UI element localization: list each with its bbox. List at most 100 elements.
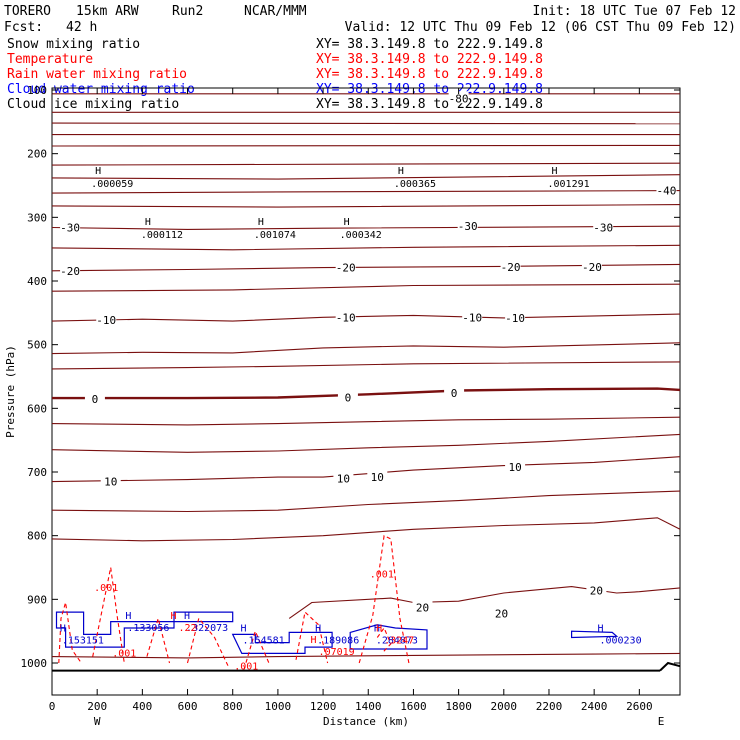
rain-max-value: .3247	[384, 636, 414, 647]
header-init: Init: 18 UTC Tue 07 Feb 12	[533, 4, 737, 19]
x-tick-label: 2000	[491, 700, 518, 713]
terrain-line	[659, 661, 681, 672]
temperature-contour	[51, 456, 681, 483]
legend-field-xy: XY= 38.3.149.8 to 222.9.149.8	[316, 97, 543, 112]
y-tick-label: 300	[27, 211, 47, 224]
header-run: Run2	[172, 4, 203, 19]
y-tick-label: 500	[27, 339, 47, 352]
contour-label: -30	[593, 222, 613, 235]
contour-label: -20	[582, 261, 602, 274]
temperature-contour	[51, 433, 681, 453]
cloud-water-max-h: H	[597, 624, 603, 635]
rain-contour-label: .001	[234, 661, 258, 672]
temperature-contour	[51, 162, 681, 166]
contour-label-bg	[586, 583, 607, 596]
contour-label: 20	[590, 584, 603, 597]
contour-label-bg	[457, 219, 478, 232]
rain-contour	[186, 617, 229, 667]
y-tick-label: 600	[27, 402, 47, 415]
x-end-label-east: E	[658, 715, 665, 728]
axes: 0 200 400 600 800 1000 1200 1400 1600 1800 2000 220…	[4, 84, 680, 728]
cloud-water-contour	[231, 631, 333, 655]
legend-field-xy: XY= 38.3.149.8 to 222.9.149.8	[316, 82, 543, 97]
contour-label: 10	[337, 472, 350, 485]
snow-max-value: .000365	[394, 179, 436, 190]
contour-label-bg	[491, 606, 512, 619]
legend-field-name: Snow mixing ratio	[7, 37, 140, 52]
contour-label-bg	[100, 474, 121, 487]
temperature-contour	[51, 122, 681, 125]
contour-label: -30	[458, 220, 478, 233]
x-tick-label: 2600	[626, 700, 653, 713]
rain-contour	[376, 626, 392, 654]
snow-max-h: H	[398, 166, 404, 177]
temperature-contour	[51, 361, 681, 370]
temperature-contour	[288, 586, 681, 619]
contour-label-bg	[84, 391, 105, 404]
header-valid: Valid: 12 UTC Thu 09 Feb 12 (06 CST Thu …	[345, 20, 736, 35]
legend-field-xy: XY= 38.3.149.8 to 222.9.149.8	[316, 67, 543, 82]
contour-label: -10	[336, 311, 356, 324]
contour-label-bg	[593, 220, 614, 233]
snow-max-h: H	[344, 217, 350, 228]
rain-contour-label: .001	[112, 649, 136, 660]
temperature-contour	[51, 313, 681, 322]
contour-label-bg	[656, 183, 677, 196]
cloud-water-max-value: .133056	[127, 623, 169, 634]
x-tick-label: 0	[49, 700, 56, 713]
cloud-water-max-h: H	[60, 624, 66, 635]
cloud-water-max-h: H	[374, 624, 380, 635]
cloud-water-max-value: .322073	[186, 623, 228, 634]
x-tick-label: 600	[178, 700, 198, 713]
contour-label: 10	[371, 471, 384, 484]
rain-contour	[58, 602, 82, 664]
cloud-water-max-h: H	[241, 624, 247, 635]
cloud-water-max-value: .284873	[376, 636, 418, 647]
snow-max-value: .000059	[91, 179, 133, 190]
contour-label-bg	[367, 470, 388, 483]
temperature-contour	[51, 244, 681, 251]
header-fcst-value: 42 h	[66, 20, 97, 35]
contour-label: -40	[657, 185, 677, 198]
cloud-water-max-h: H	[125, 611, 131, 622]
x-tick-label: 800	[223, 700, 243, 713]
rain-max-h: H	[311, 635, 317, 646]
y-tick-label: 400	[27, 275, 47, 288]
x-end-label-west: W	[94, 715, 101, 728]
rain-max-value: .22	[179, 623, 197, 634]
snow-max-value: .000112	[141, 230, 183, 241]
contour-label-bg	[96, 312, 117, 325]
cloud-water-max-value: .153151	[62, 636, 104, 647]
cloud-water-max-value: .154581	[243, 636, 285, 647]
contour-label-bg	[462, 310, 483, 323]
x-tick-label: 400	[132, 700, 152, 713]
contour-label-bg	[335, 310, 356, 323]
header-resolution: 15km ARW	[76, 4, 139, 19]
contour-label-bg	[60, 220, 81, 233]
temperature-contour	[51, 283, 681, 292]
x-tick-label: 1000	[265, 700, 292, 713]
contour-label: -30	[60, 222, 80, 235]
rain-max-h: H	[171, 611, 177, 622]
x-tick-label: 1200	[310, 700, 337, 713]
rain-contour-label: .001	[370, 570, 394, 581]
contour-label-bg	[444, 386, 465, 399]
temperature-contour	[51, 342, 681, 355]
x-tick-label: 1400	[355, 700, 382, 713]
header-model: TORERO	[4, 4, 51, 19]
temperature-contour	[52, 387, 681, 400]
x-tick-label: 200	[87, 700, 107, 713]
y-tick-label: 800	[27, 530, 47, 543]
contour-label-bg	[60, 263, 81, 276]
plot-frame	[51, 87, 681, 696]
cloud-water-contour	[55, 611, 234, 648]
cloud-water-contour	[570, 630, 619, 639]
temperature-contour	[51, 144, 681, 147]
precip-contours	[55, 534, 619, 670]
y-tick-label: 200	[27, 148, 47, 161]
x-axis-label: Distance (km)	[323, 715, 409, 728]
legend-field-xy: XY= 38.3.149.8 to 222.9.149.8	[316, 52, 543, 67]
temperature-contour	[51, 416, 681, 426]
contour-label: 20	[495, 607, 508, 620]
